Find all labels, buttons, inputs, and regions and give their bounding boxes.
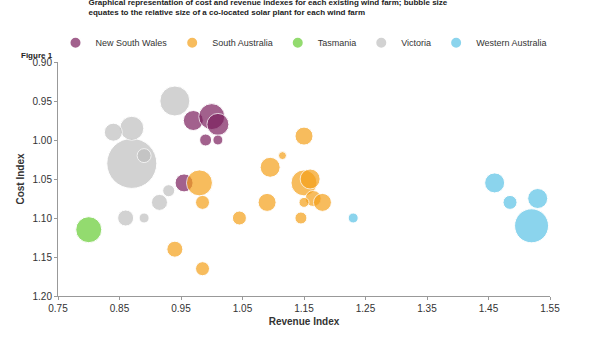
svg-text:0.85: 0.85: [110, 303, 130, 314]
svg-text:1.25: 1.25: [356, 303, 376, 314]
svg-text:1.00: 1.00: [33, 135, 53, 146]
svg-text:Tasmania: Tasmania: [318, 38, 357, 48]
svg-text:1.05: 1.05: [33, 174, 53, 185]
svg-text:1.45: 1.45: [479, 303, 499, 314]
svg-text:1.20: 1.20: [33, 291, 53, 302]
svg-text:1.15: 1.15: [33, 252, 53, 263]
svg-text:New South Wales: New South Wales: [96, 38, 168, 48]
svg-text:1.35: 1.35: [417, 303, 437, 314]
svg-text:Graphical representation of co: Graphical representation of cost and rev…: [89, 0, 448, 17]
svg-text:1.55: 1.55: [540, 303, 560, 314]
svg-text:1.05: 1.05: [233, 303, 253, 314]
svg-text:South Australia: South Australia: [212, 38, 273, 48]
svg-text:0.95: 0.95: [171, 303, 191, 314]
svg-text:Victoria: Victoria: [401, 38, 431, 48]
svg-text:1.15: 1.15: [294, 303, 314, 314]
svg-text:1.10: 1.10: [33, 213, 53, 224]
svg-text:0.75: 0.75: [48, 303, 68, 314]
svg-text:Western Australia: Western Australia: [476, 38, 546, 48]
svg-text:Figure 1: Figure 1: [21, 51, 53, 60]
svg-text:0.90: 0.90: [33, 57, 53, 68]
svg-text:0.95: 0.95: [33, 96, 53, 107]
svg-text:Cost Index: Cost Index: [15, 153, 26, 205]
svg-text:Revenue Index: Revenue Index: [269, 316, 340, 327]
